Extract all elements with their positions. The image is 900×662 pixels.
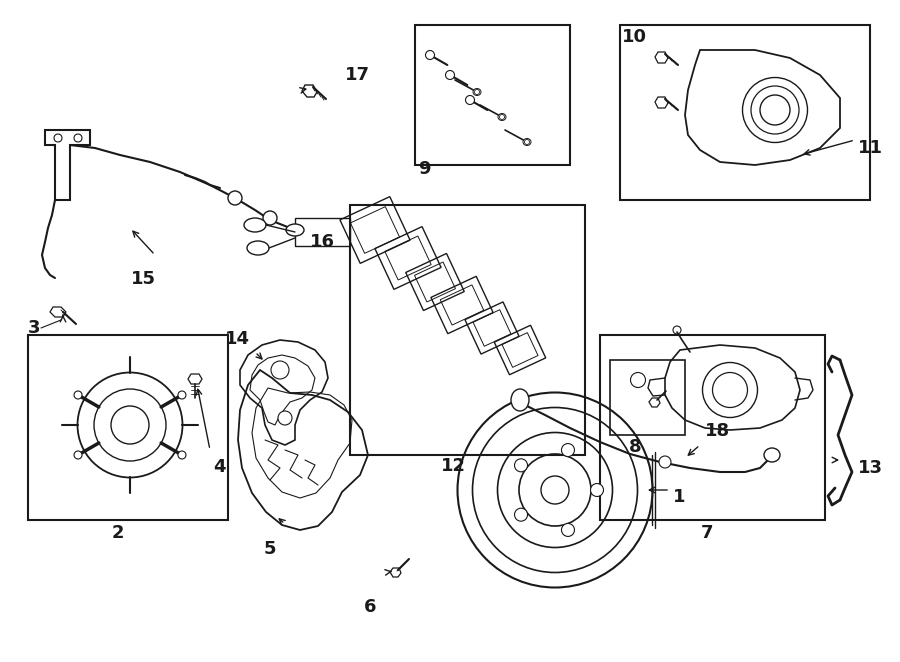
Ellipse shape: [111, 406, 149, 444]
Ellipse shape: [498, 113, 506, 120]
Ellipse shape: [74, 451, 82, 459]
Ellipse shape: [659, 456, 671, 468]
Bar: [620, 25, 870, 200]
Polygon shape: [649, 398, 660, 407]
Text: 2: 2: [112, 524, 124, 542]
Bar: [415, 25, 570, 165]
Text: 7: 7: [701, 524, 713, 542]
Bar: [295, 218, 350, 246]
Ellipse shape: [562, 524, 574, 536]
Text: 9: 9: [418, 160, 430, 178]
Ellipse shape: [178, 391, 186, 399]
Polygon shape: [655, 52, 668, 63]
Ellipse shape: [760, 95, 790, 125]
Text: 17: 17: [345, 66, 370, 84]
Text: 18: 18: [705, 422, 730, 440]
Polygon shape: [302, 85, 317, 97]
Ellipse shape: [590, 483, 604, 496]
Ellipse shape: [263, 211, 277, 225]
Ellipse shape: [631, 373, 645, 387]
Text: 10: 10: [622, 28, 647, 46]
Ellipse shape: [178, 451, 186, 459]
Ellipse shape: [515, 508, 527, 521]
Text: 14: 14: [224, 330, 249, 348]
Polygon shape: [45, 130, 90, 200]
Ellipse shape: [474, 89, 480, 95]
Polygon shape: [390, 568, 401, 577]
Ellipse shape: [74, 134, 82, 142]
Ellipse shape: [525, 140, 529, 144]
Text: 11: 11: [858, 139, 883, 157]
Ellipse shape: [541, 476, 569, 504]
Ellipse shape: [523, 138, 531, 146]
Ellipse shape: [74, 391, 82, 399]
Ellipse shape: [247, 241, 269, 255]
Ellipse shape: [278, 411, 292, 425]
Polygon shape: [188, 374, 202, 384]
Ellipse shape: [426, 50, 435, 60]
Polygon shape: [50, 307, 66, 317]
Bar: [350, 205, 585, 455]
Text: 8: 8: [629, 438, 642, 456]
Ellipse shape: [244, 218, 266, 232]
Text: 6: 6: [364, 598, 376, 616]
Ellipse shape: [465, 95, 474, 105]
Ellipse shape: [764, 448, 780, 462]
Text: 16: 16: [310, 233, 335, 251]
Ellipse shape: [473, 89, 481, 95]
Ellipse shape: [515, 459, 527, 472]
Text: 5: 5: [264, 540, 276, 558]
Bar: [610, 360, 685, 435]
Ellipse shape: [562, 444, 574, 457]
Ellipse shape: [286, 224, 304, 236]
Ellipse shape: [511, 389, 529, 411]
Bar: [600, 335, 825, 520]
Ellipse shape: [500, 115, 505, 120]
Ellipse shape: [446, 70, 454, 79]
Text: 4: 4: [213, 458, 226, 476]
Bar: [28, 335, 228, 520]
Text: 13: 13: [858, 459, 883, 477]
Ellipse shape: [54, 134, 62, 142]
Polygon shape: [655, 97, 668, 108]
Ellipse shape: [271, 361, 289, 379]
Ellipse shape: [228, 191, 242, 205]
Text: 15: 15: [130, 270, 156, 288]
Text: 1: 1: [673, 488, 686, 506]
Text: 3: 3: [28, 319, 40, 337]
Text: 12: 12: [440, 457, 465, 475]
